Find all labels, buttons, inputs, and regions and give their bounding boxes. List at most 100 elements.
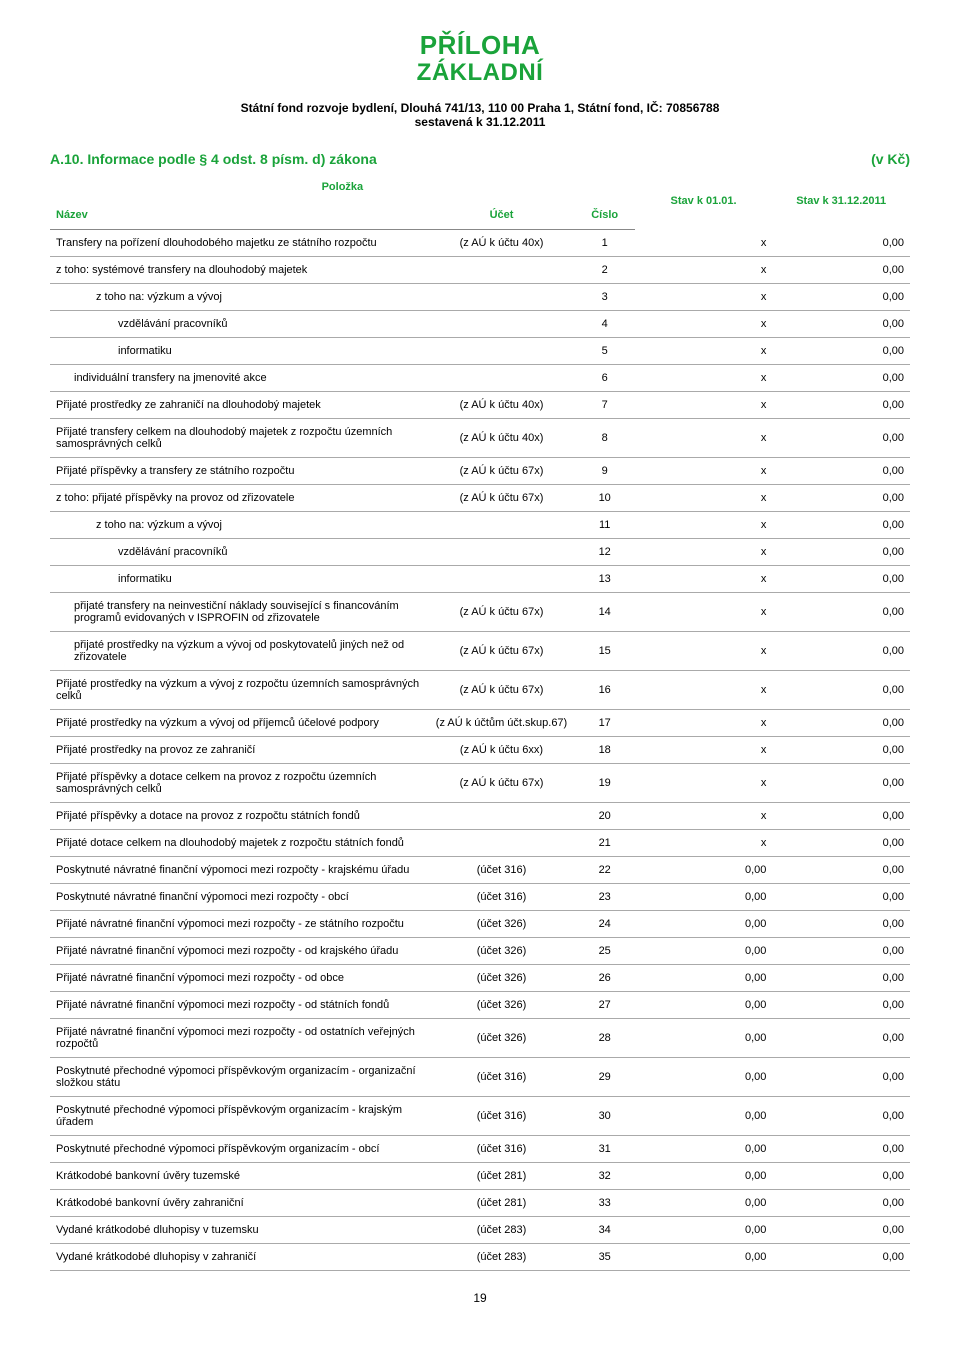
- row-val1: 0,00: [635, 965, 773, 992]
- table-row: Přijaté příspěvky a dotace celkem na pro…: [50, 764, 910, 803]
- table-row: Krátkodobé bankovní úvěry tuzemské(účet …: [50, 1163, 910, 1190]
- table-row: Přijaté návratné finanční výpomoci mezi …: [50, 1019, 910, 1058]
- row-val1: x: [635, 230, 773, 257]
- row-val2: 0,00: [772, 392, 910, 419]
- row-ucet: [428, 512, 574, 539]
- row-val2: 0,00: [772, 1058, 910, 1097]
- row-cislo: 11: [575, 512, 635, 539]
- row-name: Přijaté prostředky na provoz ze zahranič…: [56, 744, 255, 756]
- table-row: Krátkodobé bankovní úvěry zahraniční(úče…: [50, 1190, 910, 1217]
- section-heading: A.10. Informace podle § 4 odst. 8 písm. …: [50, 151, 910, 167]
- row-name: přijaté prostředky na výzkum a vývoj od …: [56, 639, 422, 663]
- row-ucet: (z AÚ k účtu 67x): [428, 458, 574, 485]
- row-name: Přijaté návratné finanční výpomoci mezi …: [56, 918, 404, 930]
- row-val1: x: [635, 512, 773, 539]
- row-cislo: 26: [575, 965, 635, 992]
- row-cislo: 7: [575, 392, 635, 419]
- row-ucet: [428, 257, 574, 284]
- row-cislo: 31: [575, 1136, 635, 1163]
- table-row: Poskytnuté přechodné výpomoci příspěvkov…: [50, 1097, 910, 1136]
- table-row: Přijaté prostředky na výzkum a vývoj z r…: [50, 671, 910, 710]
- row-ucet: (účet 316): [428, 1097, 574, 1136]
- table-body: Transfery na pořízení dlouhodobého majet…: [50, 230, 910, 1271]
- section-heading-left: A.10. Informace podle § 4 odst. 8 písm. …: [50, 151, 377, 167]
- row-name: přijaté transfery na neinvestiční náklad…: [56, 600, 422, 624]
- row-name: vzdělávání pracovníků: [56, 318, 422, 330]
- row-cislo: 10: [575, 485, 635, 512]
- table-row: vzdělávání pracovníků4x0,00: [50, 311, 910, 338]
- table-row: Přijaté návratné finanční výpomoci mezi …: [50, 992, 910, 1019]
- row-val1: x: [635, 803, 773, 830]
- table-row: Přijaté příspěvky a transfery ze státníh…: [50, 458, 910, 485]
- row-val1: x: [635, 593, 773, 632]
- row-ucet: [428, 539, 574, 566]
- row-ucet: (z AÚ k účtům účt.skup.67): [428, 710, 574, 737]
- row-name: Vydané krátkodobé dluhopisy v tuzemsku: [56, 1224, 259, 1236]
- row-val2: 0,00: [772, 938, 910, 965]
- row-val2: 0,00: [772, 230, 910, 257]
- table-row: Přijaté návratné finanční výpomoci mezi …: [50, 965, 910, 992]
- row-val1: x: [635, 566, 773, 593]
- row-val2: 0,00: [772, 1217, 910, 1244]
- row-name: Poskytnuté návratné finanční výpomoci me…: [56, 864, 409, 876]
- row-cislo: 6: [575, 365, 635, 392]
- row-cislo: 2: [575, 257, 635, 284]
- row-val1: 0,00: [635, 1019, 773, 1058]
- row-name: Přijaté návratné finanční výpomoci mezi …: [56, 945, 398, 957]
- table-row: přijaté prostředky na výzkum a vývoj od …: [50, 632, 910, 671]
- row-val2: 0,00: [772, 1190, 910, 1217]
- row-val1: 0,00: [635, 884, 773, 911]
- table-row: Přijaté prostředky na výzkum a vývoj od …: [50, 710, 910, 737]
- page-title-1: PŘÍLOHA: [50, 30, 910, 61]
- row-cislo: 13: [575, 566, 635, 593]
- row-val2: 0,00: [772, 1019, 910, 1058]
- row-name: Transfery na pořízení dlouhodobého majet…: [56, 237, 377, 249]
- row-name: Poskytnuté přechodné výpomoci příspěvkov…: [56, 1143, 379, 1155]
- header-cislo: Číslo: [575, 201, 635, 230]
- row-name: z toho: přijaté příspěvky na provoz od z…: [56, 492, 294, 504]
- row-val1: 0,00: [635, 1190, 773, 1217]
- row-ucet: (účet 316): [428, 1136, 574, 1163]
- row-name: Přijaté prostředky ze zahraničí na dlouh…: [56, 399, 321, 411]
- row-ucet: (účet 283): [428, 1217, 574, 1244]
- table-row: informatiku13x0,00: [50, 566, 910, 593]
- row-val2: 0,00: [772, 965, 910, 992]
- row-name: Poskytnuté přechodné výpomoci příspěvkov…: [56, 1104, 402, 1128]
- row-val2: 0,00: [772, 911, 910, 938]
- row-val1: 0,00: [635, 992, 773, 1019]
- row-ucet: (z AÚ k účtu 40x): [428, 392, 574, 419]
- row-ucet: (účet 316): [428, 884, 574, 911]
- row-val1: x: [635, 764, 773, 803]
- row-cislo: 12: [575, 539, 635, 566]
- row-val2: 0,00: [772, 764, 910, 803]
- row-val1: x: [635, 284, 773, 311]
- table-row: vzdělávání pracovníků12x0,00: [50, 539, 910, 566]
- row-val2: 0,00: [772, 485, 910, 512]
- table-row: individuální transfery na jmenovité akce…: [50, 365, 910, 392]
- row-val2: 0,00: [772, 338, 910, 365]
- row-cislo: 21: [575, 830, 635, 857]
- page-title-2: ZÁKLADNÍ: [50, 59, 910, 87]
- row-val2: 0,00: [772, 992, 910, 1019]
- header-polozka: Položka: [50, 173, 635, 201]
- row-val1: x: [635, 458, 773, 485]
- header-nazev: Název: [50, 201, 428, 230]
- row-val1: x: [635, 830, 773, 857]
- row-name: Poskytnuté návratné finanční výpomoci me…: [56, 891, 349, 903]
- page-subtitle-1: Státní fond rozvoje bydlení, Dlouhá 741/…: [50, 101, 910, 115]
- header-col2: Stav k 31.12.2011: [772, 173, 910, 230]
- row-val1: x: [635, 539, 773, 566]
- row-val1: 0,00: [635, 1217, 773, 1244]
- row-name: z toho na: výzkum a vývoj: [56, 519, 422, 531]
- table-row: Přijaté návratné finanční výpomoci mezi …: [50, 938, 910, 965]
- row-val2: 0,00: [772, 284, 910, 311]
- section-heading-right: (v Kč): [871, 151, 910, 167]
- table-row: Vydané krátkodobé dluhopisy v zahraničí(…: [50, 1244, 910, 1271]
- header-ucet: Účet: [428, 201, 574, 230]
- row-val1: 0,00: [635, 1244, 773, 1271]
- row-val2: 0,00: [772, 830, 910, 857]
- row-cislo: 22: [575, 857, 635, 884]
- row-name: z toho: systémové transfery na dlouhodob…: [56, 264, 307, 276]
- row-ucet: [428, 365, 574, 392]
- row-ucet: (z AÚ k účtu 40x): [428, 230, 574, 257]
